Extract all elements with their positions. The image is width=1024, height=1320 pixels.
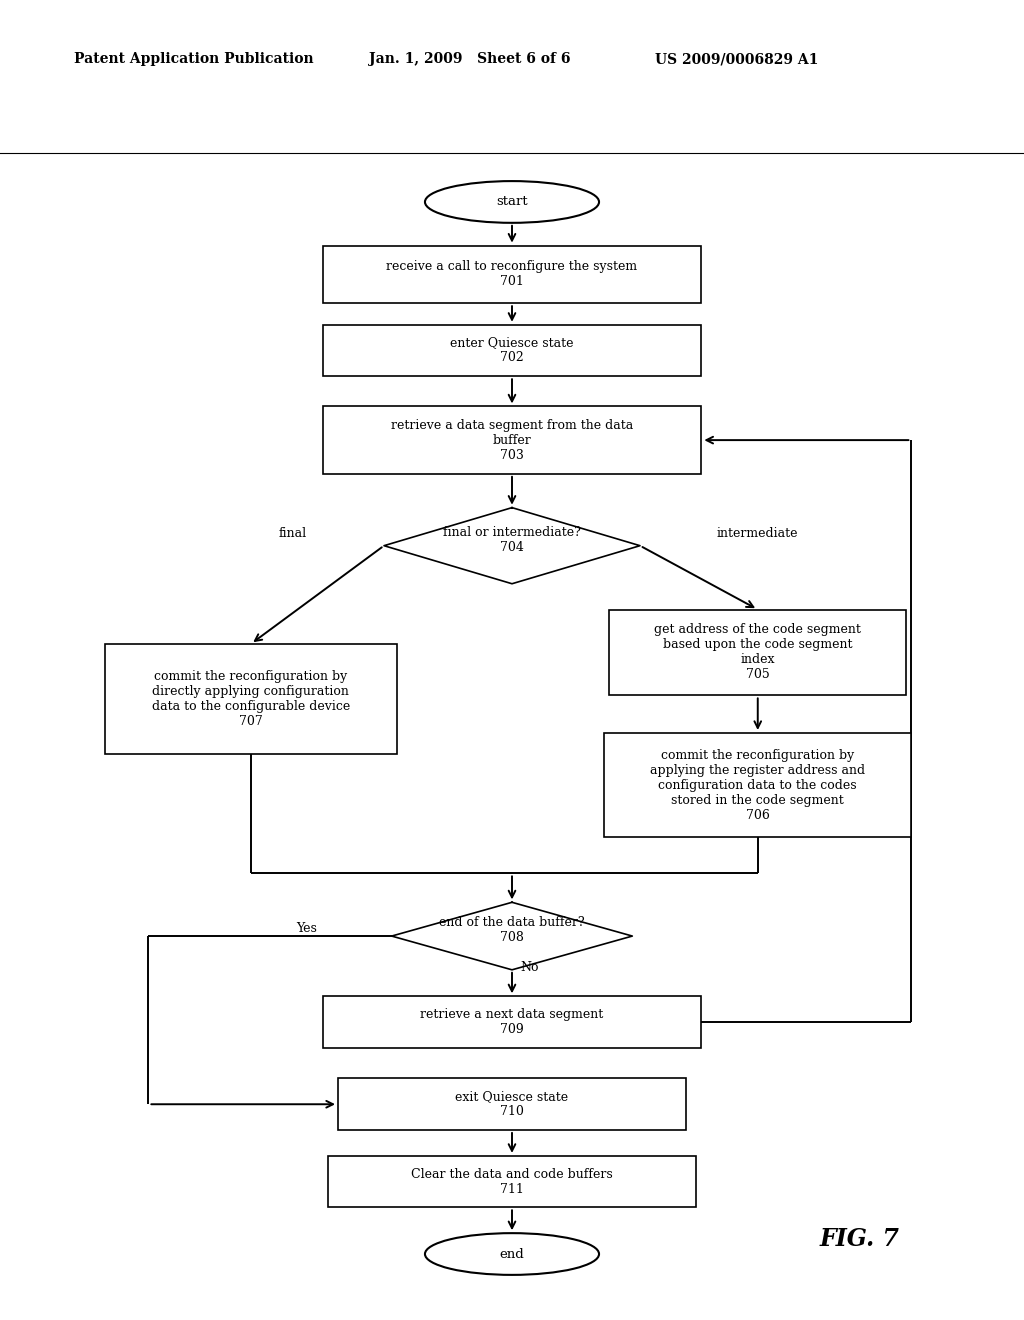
Text: final or intermediate?
704: final or intermediate? 704 bbox=[443, 525, 581, 553]
Text: intermediate: intermediate bbox=[717, 527, 799, 540]
Text: No: No bbox=[520, 961, 539, 974]
FancyBboxPatch shape bbox=[323, 246, 701, 304]
FancyBboxPatch shape bbox=[328, 1156, 696, 1208]
Text: start: start bbox=[497, 195, 527, 209]
Text: end: end bbox=[500, 1247, 524, 1261]
FancyBboxPatch shape bbox=[323, 997, 701, 1048]
Text: Yes: Yes bbox=[297, 923, 317, 935]
Text: commit the reconfiguration by
applying the register address and
configuration da: commit the reconfiguration by applying t… bbox=[650, 748, 865, 821]
Text: receive a call to reconfigure the system
701: receive a call to reconfigure the system… bbox=[386, 260, 638, 288]
Ellipse shape bbox=[425, 1233, 599, 1275]
Text: retrieve a next data segment
709: retrieve a next data segment 709 bbox=[421, 1008, 603, 1036]
Text: enter Quiesce state
702: enter Quiesce state 702 bbox=[451, 337, 573, 364]
FancyBboxPatch shape bbox=[338, 1078, 686, 1130]
Text: end of the data buffer?
708: end of the data buffer? 708 bbox=[439, 916, 585, 944]
FancyBboxPatch shape bbox=[323, 325, 701, 376]
Text: get address of the code segment
based upon the code segment
index
705: get address of the code segment based up… bbox=[654, 623, 861, 681]
Text: Patent Application Publication: Patent Application Publication bbox=[74, 53, 313, 66]
FancyBboxPatch shape bbox=[323, 407, 701, 474]
Text: commit the reconfiguration by
directly applying configuration
data to the config: commit the reconfiguration by directly a… bbox=[152, 671, 350, 729]
Ellipse shape bbox=[425, 181, 599, 223]
FancyBboxPatch shape bbox=[604, 733, 911, 837]
Text: US 2009/0006829 A1: US 2009/0006829 A1 bbox=[655, 53, 819, 66]
Text: exit Quiesce state
710: exit Quiesce state 710 bbox=[456, 1090, 568, 1118]
Text: FIG. 7: FIG. 7 bbox=[819, 1228, 899, 1251]
Text: Clear the data and code buffers
711: Clear the data and code buffers 711 bbox=[411, 1168, 613, 1196]
Text: retrieve a data segment from the data
buffer
703: retrieve a data segment from the data bu… bbox=[391, 418, 633, 462]
Text: Jan. 1, 2009   Sheet 6 of 6: Jan. 1, 2009 Sheet 6 of 6 bbox=[369, 53, 570, 66]
FancyBboxPatch shape bbox=[105, 644, 396, 755]
Text: final: final bbox=[280, 527, 307, 540]
FancyBboxPatch shape bbox=[609, 610, 906, 696]
